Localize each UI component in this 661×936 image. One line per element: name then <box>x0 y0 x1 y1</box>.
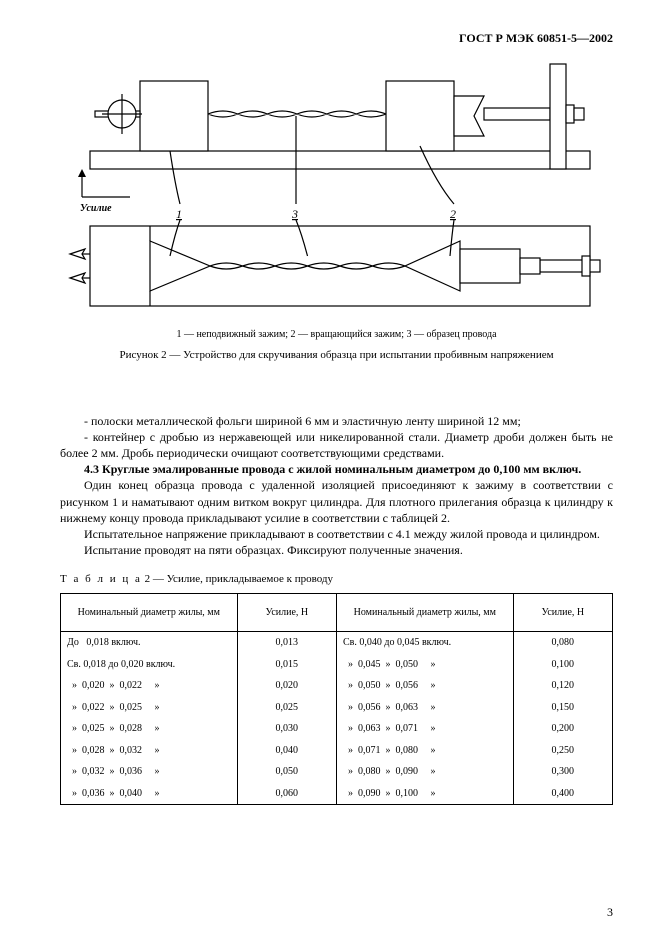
svg-text:3: 3 <box>291 207 298 221</box>
table-row: » 0,028 » 0,032 »0,040 » 0,071 » 0,080 »… <box>61 740 613 762</box>
force-cell: 0,300 <box>513 761 612 783</box>
para-4-3-body1: Один конец образца провода с удаленной и… <box>60 477 613 526</box>
diameter-cell: » 0,022 » 0,025 » <box>61 697 238 719</box>
table-row: До 0,018 включ.0,013Св. 0,040 до 0,045 в… <box>61 632 613 654</box>
diameter-cell: » 0,032 » 0,036 » <box>61 761 238 783</box>
table-caption-prefix: Т а б л и ц а <box>60 573 142 585</box>
force-cell: 0,013 <box>237 632 336 654</box>
force-table: Номинальный диаметр жилы, ммУсилие, ННом… <box>60 593 613 805</box>
svg-text:2: 2 <box>450 207 456 221</box>
force-cell: 0,400 <box>513 783 612 805</box>
diameter-cell: Св. 0,018 до 0,020 включ. <box>61 654 238 676</box>
diameter-cell: Св. 0,040 до 0,045 включ. <box>336 632 513 654</box>
table-row: » 0,022 » 0,025 »0,025 » 0,056 » 0,063 »… <box>61 697 613 719</box>
diameter-cell: » 0,045 » 0,050 » <box>336 654 513 676</box>
force-cell: 0,100 <box>513 654 612 676</box>
figure-caption: Рисунок 2 — Устройство для скручивания о… <box>60 348 613 363</box>
force-cell: 0,050 <box>237 761 336 783</box>
force-cell: 0,200 <box>513 718 612 740</box>
para-bullet-2: - контейнер с дробью из нержавеющей или … <box>60 429 613 461</box>
force-cell: 0,250 <box>513 740 612 762</box>
body-text: - полоски металлической фольги шириной 6… <box>60 413 613 559</box>
figure-legend: 1 — неподвижный зажим; 2 — вращающийся з… <box>60 328 613 342</box>
force-cell: 0,025 <box>237 697 336 719</box>
diameter-cell: » 0,028 » 0,032 » <box>61 740 238 762</box>
force-cell: 0,040 <box>237 740 336 762</box>
para-4-3-body3: Испытание проводят на пяти образцах. Фик… <box>60 542 613 558</box>
table-row: » 0,025 » 0,028 »0,030 » 0,063 » 0,071 »… <box>61 718 613 740</box>
diameter-cell: » 0,090 » 0,100 » <box>336 783 513 805</box>
diameter-cell: » 0,020 » 0,022 » <box>61 675 238 697</box>
table-row: » 0,032 » 0,036 »0,050 » 0,080 » 0,090 »… <box>61 761 613 783</box>
diameter-cell: » 0,063 » 0,071 » <box>336 718 513 740</box>
diameter-cell: » 0,050 » 0,056 » <box>336 675 513 697</box>
force-cell: 0,015 <box>237 654 336 676</box>
figure-svg: Усилие 1 3 2 <box>60 56 612 316</box>
table-header: Номинальный диаметр жилы, мм <box>336 594 513 632</box>
force-cell: 0,060 <box>237 783 336 805</box>
para-4-3-head: 4.3 Круглые эмалированные провода с жило… <box>60 461 613 477</box>
doc-code: ГОСТ Р МЭК 60851-5—2002 <box>60 30 613 46</box>
table-caption-rest: 2 — Усилие, прикладываемое к проводу <box>142 573 333 585</box>
diameter-cell: До 0,018 включ. <box>61 632 238 654</box>
table-row: » 0,020 » 0,022 »0,020 » 0,050 » 0,056 »… <box>61 675 613 697</box>
page-number: 3 <box>607 904 613 920</box>
svg-text:1: 1 <box>176 207 182 221</box>
force-cell: 0,030 <box>237 718 336 740</box>
table-header: Усилие, Н <box>237 594 336 632</box>
diameter-cell: » 0,025 » 0,028 » <box>61 718 238 740</box>
table-row: Св. 0,018 до 0,020 включ.0,015 » 0,045 »… <box>61 654 613 676</box>
para-4-3-body2: Испытательное напряжение прикладывают в … <box>60 526 613 542</box>
diameter-cell: » 0,080 » 0,090 » <box>336 761 513 783</box>
force-cell: 0,150 <box>513 697 612 719</box>
diameter-cell: » 0,036 » 0,040 » <box>61 783 238 805</box>
table-caption: Т а б л и ц а 2 — Усилие, прикладываемое… <box>60 572 613 587</box>
svg-text:Усилие: Усилие <box>80 203 112 214</box>
force-cell: 0,080 <box>513 632 612 654</box>
force-cell: 0,120 <box>513 675 612 697</box>
diameter-cell: » 0,056 » 0,063 » <box>336 697 513 719</box>
para-bullet-1: - полоски металлической фольги шириной 6… <box>60 413 613 429</box>
force-cell: 0,020 <box>237 675 336 697</box>
para-4-3-head-bold: 4.3 Круглые эмалированные провода с жило… <box>84 462 581 476</box>
table-header: Усилие, Н <box>513 594 612 632</box>
diameter-cell: » 0,071 » 0,080 » <box>336 740 513 762</box>
figure-2: Усилие 1 3 2 <box>60 56 613 320</box>
table-row: » 0,036 » 0,040 »0,060 » 0,090 » 0,100 »… <box>61 783 613 805</box>
table-header: Номинальный диаметр жилы, мм <box>61 594 238 632</box>
